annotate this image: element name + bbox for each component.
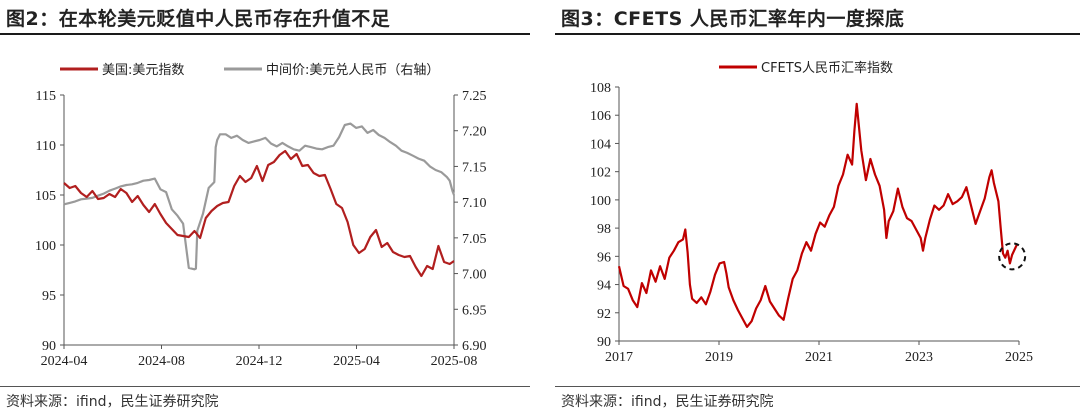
x-tick-label: 2025 xyxy=(1005,350,1033,365)
x-tick-label: 2017 xyxy=(605,350,633,365)
y-tick-label: 110 xyxy=(36,139,56,154)
y2-tick-label: 7.25 xyxy=(462,89,487,104)
x-tick-label: 2025-08 xyxy=(431,354,478,369)
x-tick-label: 2025-04 xyxy=(333,354,380,369)
title-underline xyxy=(0,33,530,35)
x-tick-label: 2024-12 xyxy=(236,354,283,369)
source-divider xyxy=(555,386,1080,387)
y-tick-label: 98 xyxy=(597,222,611,237)
x-tick-label: 2021 xyxy=(805,350,833,365)
series-line-2 xyxy=(63,122,456,271)
y-tick-label: 90 xyxy=(42,339,56,354)
y-tick-label: 105 xyxy=(35,189,56,204)
legend-label: 中间价:美元兑人民币（右轴） xyxy=(266,63,439,78)
source-divider xyxy=(0,386,530,387)
y-tick-label: 94 xyxy=(597,279,611,294)
y-tick-label: 90 xyxy=(597,335,611,350)
y2-tick-label: 7.20 xyxy=(462,125,487,140)
x-tick-label: 2024-04 xyxy=(41,354,88,369)
y-tick-label: 115 xyxy=(36,89,56,104)
y-tick-label: 108 xyxy=(590,81,611,96)
source-note: 资料来源：ifind，民生证券研究院 xyxy=(561,394,774,410)
y2-tick-label: 6.90 xyxy=(462,339,487,354)
legend-label: CFETS人民币汇率指数 xyxy=(761,60,893,76)
y2-tick-label: 7.15 xyxy=(462,160,487,175)
low-point-annotation-circle xyxy=(998,242,1027,271)
chart-panel-right: 图3：CFETS 人民币汇率年内一度探底 108 106 104 102 100 98 96… xyxy=(555,0,1080,415)
y-tick-label: 95 xyxy=(42,289,56,304)
y-tick-label: 92 xyxy=(597,307,611,322)
y-tick-label: 96 xyxy=(597,250,611,265)
usd-index-vs-cny-chart: 115 110 105 100 95 90 7.25 7.20 7.15 7.10 7.05 7.00… xyxy=(35,63,487,369)
y2-tick-label: 7.05 xyxy=(462,232,487,247)
series-line-1 xyxy=(617,102,1018,328)
chart-panel-left: 图2：在本轮美元贬值中人民币存在升值不足 115 110 105 100 95 90 7.2… xyxy=(0,0,530,415)
legend-label: 美国:美元指数 xyxy=(102,63,184,78)
chart-title: 图3：CFETS 人民币汇率年内一度探底 xyxy=(561,8,905,30)
series-line-1 xyxy=(63,149,455,278)
y-tick-label: 104 xyxy=(590,137,611,152)
y2-tick-label: 7.10 xyxy=(462,196,487,211)
title-underline xyxy=(555,33,1080,35)
source-note: 资料来源：ifind，民生证券研究院 xyxy=(6,394,219,410)
chart-title: 图2：在本轮美元贬值中人民币存在升值不足 xyxy=(6,8,391,30)
y-tick-label: 102 xyxy=(590,166,611,181)
x-tick-label: 2023 xyxy=(905,350,933,365)
y-tick-label: 100 xyxy=(35,239,56,254)
x-tick-label: 2024-08 xyxy=(138,354,185,369)
y-tick-label: 106 xyxy=(590,109,611,124)
y2-tick-label: 7.00 xyxy=(462,268,487,283)
x-tick-label: 2019 xyxy=(705,350,733,365)
y-tick-label: 100 xyxy=(590,194,611,209)
y2-tick-label: 6.95 xyxy=(462,303,487,318)
